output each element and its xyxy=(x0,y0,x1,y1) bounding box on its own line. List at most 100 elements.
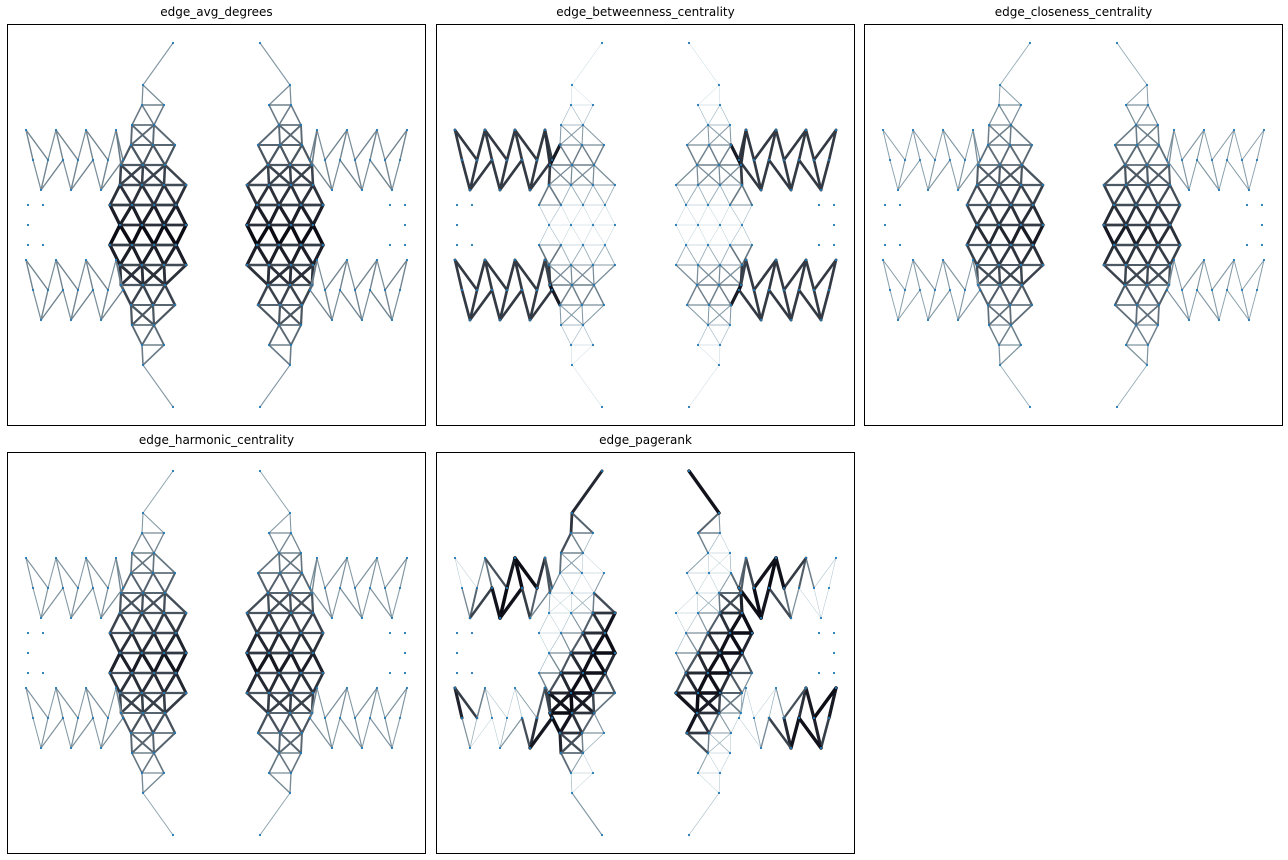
graph-edge xyxy=(1146,263,1171,287)
graph-node xyxy=(24,556,28,560)
graph-node xyxy=(61,716,65,720)
graph-node xyxy=(315,128,319,132)
graph-node xyxy=(141,83,145,87)
graph-edge xyxy=(256,571,270,595)
graph-edge xyxy=(369,259,378,291)
graph-edge xyxy=(55,129,64,161)
graph-node xyxy=(1156,243,1160,247)
graph-node xyxy=(403,223,407,227)
graph-node xyxy=(483,128,487,132)
graph-edge xyxy=(152,631,166,655)
graph-edge xyxy=(311,611,325,635)
graph-edge xyxy=(354,289,363,321)
graph-node xyxy=(245,611,249,615)
graph-edge xyxy=(1112,203,1128,227)
graph-edge xyxy=(162,671,178,695)
graph-edge xyxy=(339,289,363,321)
graph-edge xyxy=(152,732,155,754)
graph-edge xyxy=(514,687,523,719)
graph-edge xyxy=(288,163,315,187)
graph-node xyxy=(685,303,689,307)
graph-node xyxy=(717,283,721,287)
graph-node xyxy=(752,158,756,162)
graph-edge xyxy=(289,651,303,675)
graph-node xyxy=(998,163,1002,167)
graph-edge xyxy=(245,223,259,247)
graph-edge xyxy=(1135,324,1149,346)
graph-edge xyxy=(25,129,49,161)
graph-node xyxy=(288,591,292,595)
graph-node xyxy=(559,751,563,755)
graph-edge xyxy=(797,128,808,162)
graph-edge xyxy=(741,184,753,206)
graph-edge xyxy=(289,203,303,227)
graph-edge xyxy=(1226,129,1235,161)
graph-edge xyxy=(141,532,155,554)
graph-edge xyxy=(1156,183,1172,207)
graph-svg xyxy=(453,469,838,837)
graph-node xyxy=(696,771,700,775)
graph-node xyxy=(390,318,394,322)
graph-edge xyxy=(697,772,720,794)
graph-edge xyxy=(812,686,838,720)
graph-edge xyxy=(1146,344,1149,366)
graph-node xyxy=(245,651,249,655)
graph-edge xyxy=(675,632,687,654)
graph-edge xyxy=(1145,283,1161,307)
graph-node xyxy=(505,158,509,162)
graph-edge xyxy=(289,84,292,106)
graph-edge xyxy=(535,128,547,162)
graph-plot-area xyxy=(436,452,855,854)
graph-edge xyxy=(548,592,573,614)
graph-node xyxy=(141,791,145,795)
graph-node xyxy=(91,288,95,292)
graph-edge xyxy=(559,552,562,574)
graph-edge xyxy=(684,671,700,695)
graph-edge xyxy=(685,711,699,735)
graph-edge xyxy=(696,691,721,715)
graph-node xyxy=(684,631,688,635)
graph-node xyxy=(976,163,980,167)
graph-edge xyxy=(581,572,595,594)
graph-edge xyxy=(997,163,1002,187)
graph-node xyxy=(288,363,292,367)
graph-edge xyxy=(707,204,721,226)
graph-node xyxy=(975,223,979,227)
graph-edge xyxy=(130,124,133,146)
graph-node xyxy=(569,691,573,695)
graph-edge xyxy=(32,289,42,321)
graph-edge xyxy=(1102,163,1127,187)
graph-edge xyxy=(975,163,1002,187)
graph-node xyxy=(613,691,617,695)
graph-edge xyxy=(513,258,539,292)
graph-node xyxy=(819,616,823,620)
graph-node xyxy=(1168,183,1172,187)
graph-edge xyxy=(975,163,980,187)
graph-edge xyxy=(1241,129,1265,161)
graph-edge xyxy=(1218,289,1228,321)
graph-node xyxy=(737,586,741,590)
graph-edge xyxy=(882,259,891,291)
graph-edge xyxy=(707,304,710,326)
graph-node xyxy=(750,671,754,675)
graph-node xyxy=(388,671,392,675)
graph-node xyxy=(54,258,58,262)
graph-edge xyxy=(752,258,778,292)
graph-node xyxy=(804,686,808,690)
graph-edge xyxy=(942,259,966,291)
graph-edge xyxy=(1125,84,1148,106)
graph-edge xyxy=(140,263,145,287)
graph-edge xyxy=(604,244,616,266)
graph-node xyxy=(398,716,402,720)
graph-edge xyxy=(543,258,552,287)
graph-node xyxy=(883,203,887,207)
graph-node xyxy=(91,158,95,162)
graph-edge xyxy=(752,158,763,192)
graph-node xyxy=(256,143,260,147)
graph-edge xyxy=(729,244,743,266)
graph-node xyxy=(403,203,407,207)
graph-node xyxy=(674,183,678,187)
graph-node xyxy=(613,611,617,615)
graph-edge xyxy=(582,184,594,206)
graph-node xyxy=(834,128,838,132)
